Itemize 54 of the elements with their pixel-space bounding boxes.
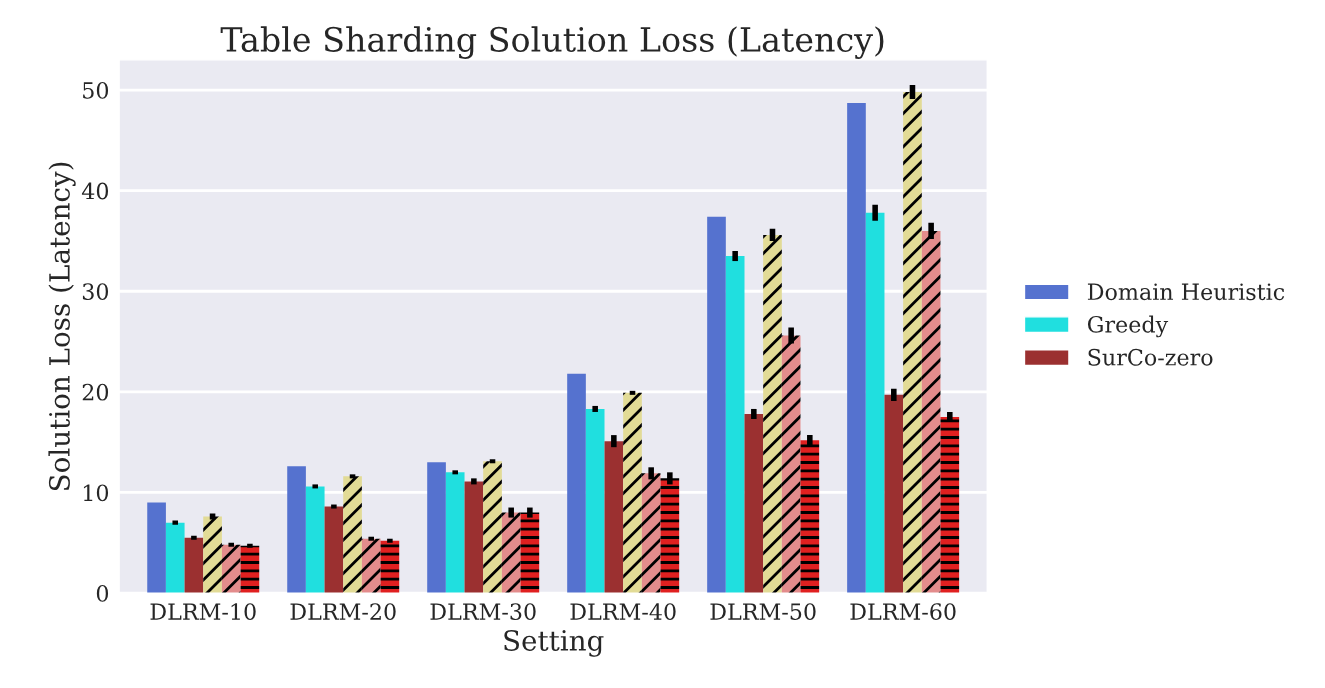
y-tick-label: 30 (82, 283, 109, 300)
y-tick-label: 10 (83, 484, 109, 502)
bar (343, 476, 362, 594)
bar (501, 512, 521, 594)
bar (464, 481, 484, 594)
bar (940, 417, 960, 594)
chart-title: Table Sharding Solution Loss (Latency) (220, 26, 884, 59)
bar (744, 413, 764, 594)
x-tick-label: DLRM-50 (710, 603, 816, 620)
bar (165, 522, 185, 594)
bar (287, 466, 306, 594)
bar (203, 516, 222, 594)
x-tick-label: DLRM-10 (150, 603, 256, 620)
bar (604, 441, 624, 594)
bar (520, 512, 540, 594)
bar (725, 256, 745, 594)
bar (240, 545, 260, 594)
bar (361, 538, 381, 594)
bar (147, 502, 166, 594)
x-tick-label: DLRM-40 (570, 603, 676, 620)
bar (781, 335, 801, 594)
x-tick-label: DLRM-30 (430, 603, 536, 620)
bar (641, 473, 661, 594)
bar (567, 373, 586, 594)
legend-label: Greedy (1087, 315, 1169, 338)
bar (184, 537, 204, 594)
legend-label: Domain Heuristic (1087, 283, 1285, 301)
bar (483, 461, 502, 594)
bar (660, 478, 680, 594)
x-tick-label: DLRM-20 (290, 603, 396, 620)
bar (221, 544, 241, 594)
bar (921, 230, 941, 594)
bar (903, 92, 922, 594)
bar (800, 440, 820, 594)
y-axis-title: Solution Loss (Latency) (48, 162, 76, 491)
bar (585, 408, 605, 594)
bar (865, 212, 885, 594)
bar (623, 392, 642, 594)
bar (847, 103, 866, 594)
bar (324, 506, 344, 594)
bar (427, 462, 446, 594)
bar (445, 472, 465, 594)
bar (380, 540, 400, 594)
x-tick-label: DLRM-60 (850, 603, 956, 620)
y-tick-label: 20 (82, 383, 109, 401)
bar (305, 486, 325, 594)
x-axis-title: Setting (504, 629, 604, 657)
legend-label: SurCo-zero (1088, 348, 1213, 366)
bar (763, 234, 782, 594)
bar (707, 216, 726, 594)
y-tick-label: 0 (96, 585, 109, 602)
y-tick-label: 40 (81, 182, 109, 200)
bar (884, 394, 904, 594)
y-tick-label: 50 (83, 81, 109, 99)
